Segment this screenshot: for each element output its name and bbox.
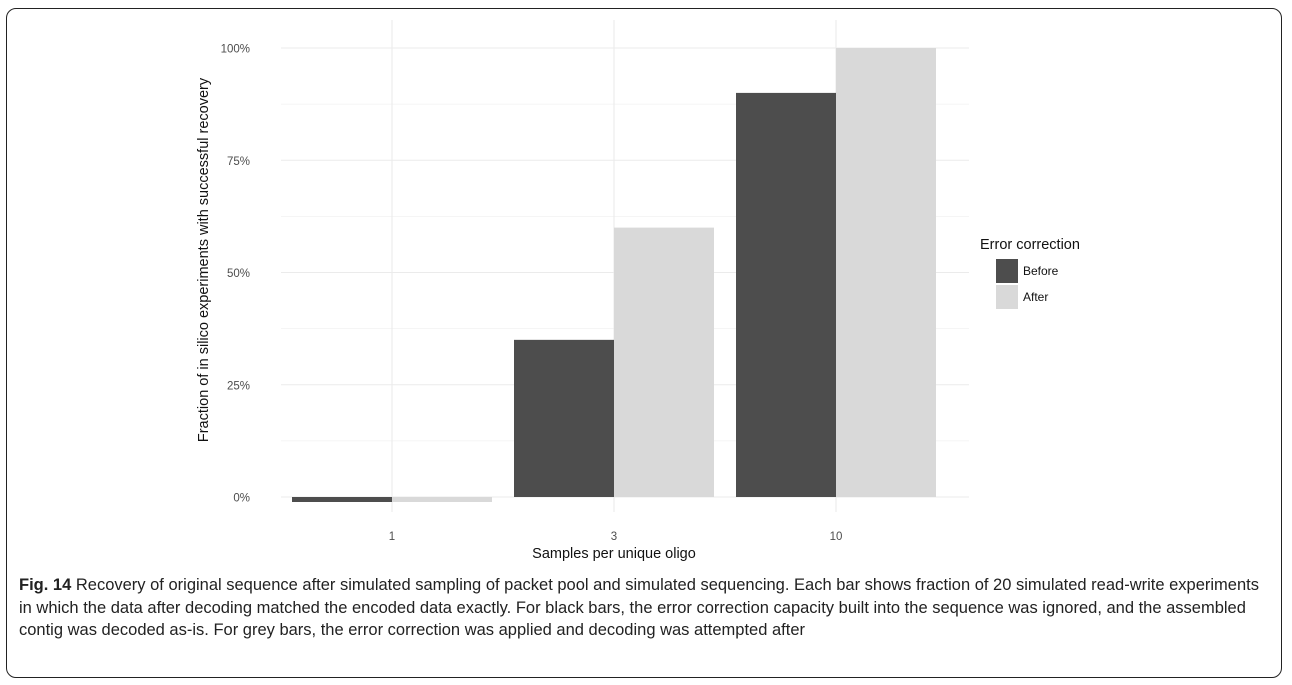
x-tick-label: 10	[830, 531, 843, 543]
legend-label-before: Before	[1023, 264, 1059, 278]
bar-before-3	[514, 339, 614, 497]
y-tick-label: 50%	[227, 268, 250, 280]
figure-frame	[6, 8, 1282, 678]
x-axis-label: Samples per unique oligo	[532, 546, 696, 562]
y-tick-label: 100%	[221, 44, 250, 56]
figure-caption: Fig. 14 Recovery of original sequence af…	[19, 574, 1264, 642]
y-tick-label: 0%	[233, 493, 250, 505]
bar-before-10	[736, 92, 836, 498]
y-axis-ticks: 0% 25% 50% 75% 100%	[221, 44, 250, 505]
bar-after-1	[392, 497, 492, 502]
bar-after-3	[614, 227, 714, 497]
bar-chart: 0% 25% 50% 75% 100% 1 3 10 Samples per unique …	[196, 20, 1080, 562]
x-tick-label: 3	[611, 531, 617, 543]
legend-key-after	[996, 285, 1018, 309]
legend: Error correction Before After	[980, 237, 1080, 309]
y-tick-label: 75%	[227, 156, 250, 168]
bar-after-10	[836, 48, 936, 497]
legend-title: Error correction	[980, 237, 1080, 253]
y-tick-label: 25%	[227, 380, 250, 392]
x-axis-ticks: 1 3 10	[389, 531, 843, 543]
legend-label-after: After	[1023, 290, 1048, 304]
caption-label: Fig. 14	[19, 576, 72, 594]
bars	[292, 48, 936, 502]
y-axis-label: Fraction of in silico experiments with s…	[196, 77, 212, 442]
legend-key-before	[996, 259, 1018, 283]
caption-text: Recovery of original sequence after simu…	[19, 576, 1259, 639]
x-tick-label: 1	[389, 531, 395, 543]
bar-before-1	[292, 497, 392, 502]
